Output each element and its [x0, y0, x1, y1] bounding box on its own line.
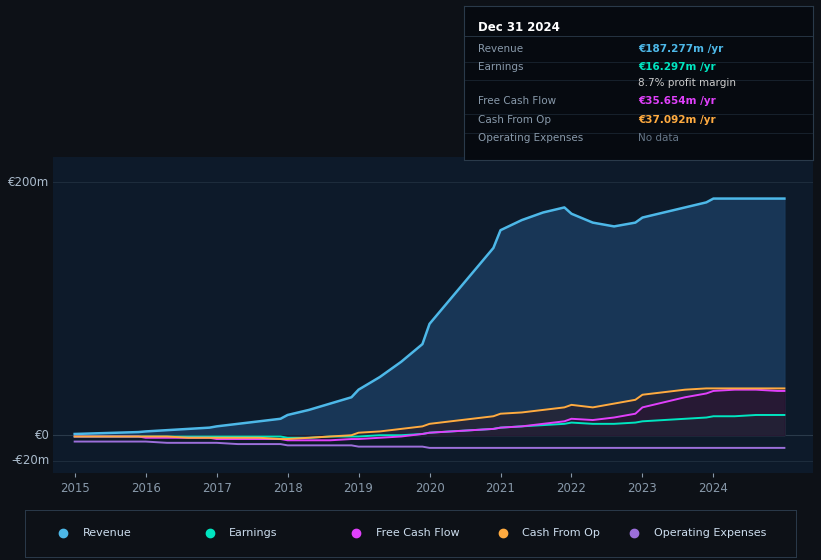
- Text: Cash From Op: Cash From Op: [522, 529, 600, 538]
- Text: Free Cash Flow: Free Cash Flow: [376, 529, 460, 538]
- Text: Operating Expenses: Operating Expenses: [478, 133, 583, 143]
- Text: Operating Expenses: Operating Expenses: [654, 529, 766, 538]
- Text: Cash From Op: Cash From Op: [478, 115, 551, 124]
- Text: €16.297m /yr: €16.297m /yr: [639, 62, 716, 72]
- Text: Revenue: Revenue: [82, 529, 131, 538]
- Text: No data: No data: [639, 133, 679, 143]
- Text: €200m: €200m: [8, 176, 49, 189]
- Text: Earnings: Earnings: [229, 529, 277, 538]
- Text: €35.654m /yr: €35.654m /yr: [639, 96, 716, 106]
- Text: €0: €0: [34, 429, 49, 442]
- Text: 8.7% profit margin: 8.7% profit margin: [639, 78, 736, 87]
- Text: -€20m: -€20m: [11, 454, 49, 467]
- Text: Revenue: Revenue: [478, 44, 523, 54]
- Text: Dec 31 2024: Dec 31 2024: [478, 21, 560, 34]
- Text: Free Cash Flow: Free Cash Flow: [478, 96, 556, 106]
- Text: €37.092m /yr: €37.092m /yr: [639, 115, 716, 124]
- Text: €187.277m /yr: €187.277m /yr: [639, 44, 723, 54]
- Text: Earnings: Earnings: [478, 62, 523, 72]
